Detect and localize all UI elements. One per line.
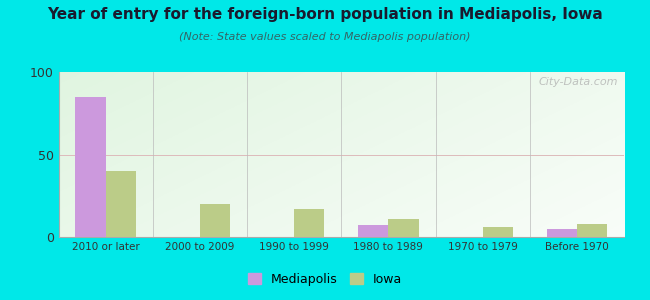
Legend: Mediapolis, Iowa: Mediapolis, Iowa [243,268,407,291]
Text: (Note: State values scaled to Mediapolis population): (Note: State values scaled to Mediapolis… [179,32,471,41]
Bar [294,209,324,237]
Bar [577,224,607,237]
Bar [547,229,577,237]
Bar [75,97,105,237]
Text: Year of entry for the foreign-born population in Mediapolis, Iowa: Year of entry for the foreign-born popul… [47,8,603,22]
Bar [200,204,230,237]
Bar [389,219,419,237]
Bar [358,226,388,237]
Bar [482,227,513,237]
Bar [105,171,136,237]
Text: City-Data.com: City-Data.com [539,77,618,87]
